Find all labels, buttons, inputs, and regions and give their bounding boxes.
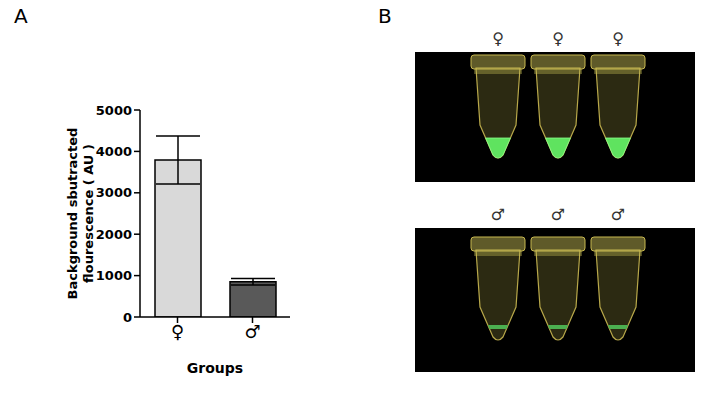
svg-text:♀: ♀ — [492, 29, 504, 48]
svg-text:0: 0 — [123, 310, 132, 325]
svg-text:♂: ♂ — [491, 205, 505, 224]
html-text:B: B — [378, 4, 392, 28]
html-text:A: A — [14, 4, 28, 28]
svg-text:Groups: Groups — [187, 360, 243, 376]
svg-text:2000: 2000 — [96, 227, 132, 242]
svg-text:3000: 3000 — [96, 185, 132, 200]
svg-text:5000: 5000 — [96, 103, 132, 118]
svg-text:♀: ♀ — [612, 29, 624, 48]
svg-text:♂: ♂ — [551, 205, 565, 224]
svg-text:♀: ♀ — [171, 321, 184, 342]
svg-text:4000: 4000 — [96, 144, 132, 159]
svg-text:♂: ♂ — [244, 321, 260, 342]
svg-text:♀: ♀ — [552, 29, 564, 48]
svg-text:1000: 1000 — [96, 268, 132, 283]
svg-text:♂: ♂ — [611, 205, 625, 224]
svg-text:Background sbutracted: Background sbutracted — [65, 128, 80, 300]
svg-text:flourescence ( AU ): flourescence ( AU ) — [81, 144, 96, 283]
